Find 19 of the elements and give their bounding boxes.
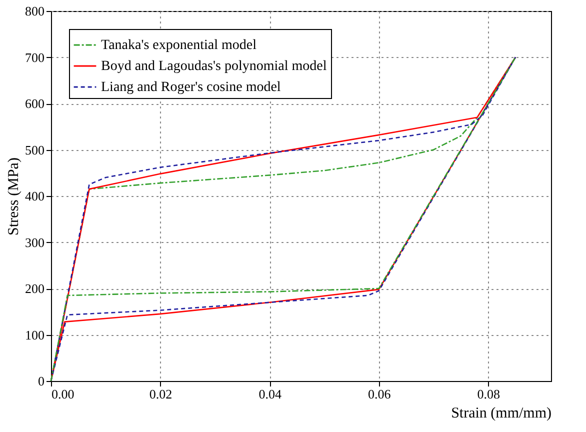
x-tick-label: 0.00: [52, 386, 74, 402]
y-tick-label: 500: [25, 142, 44, 158]
legend-label: Tanaka's exponential model: [101, 38, 257, 53]
y-tick-label: 600: [25, 96, 44, 111]
y-tick-label: 800: [25, 4, 44, 18]
y-tick-label: 700: [25, 50, 44, 65]
y-tick-label: 100: [25, 327, 44, 342]
x-tick-label: 0.08: [477, 386, 500, 402]
y-axis-title: Stress (MPa): [6, 158, 22, 236]
y-tick-label: 300: [25, 234, 44, 250]
legend-label: Liang and Roger's cosine model: [101, 80, 281, 95]
x-axis-title: Strain (mm/mm): [451, 406, 552, 422]
y-tick-label: 400: [25, 188, 44, 204]
y-tick-label: 0: [38, 374, 44, 388]
x-tick-label: 0.06: [368, 386, 392, 402]
x-tick-label: 0.04: [258, 386, 282, 402]
y-tick-label: 200: [25, 281, 44, 296]
x-tick-label: 0.02: [149, 386, 172, 402]
legend-label: Boyd and Lagoudas's polynomial model: [101, 59, 327, 74]
